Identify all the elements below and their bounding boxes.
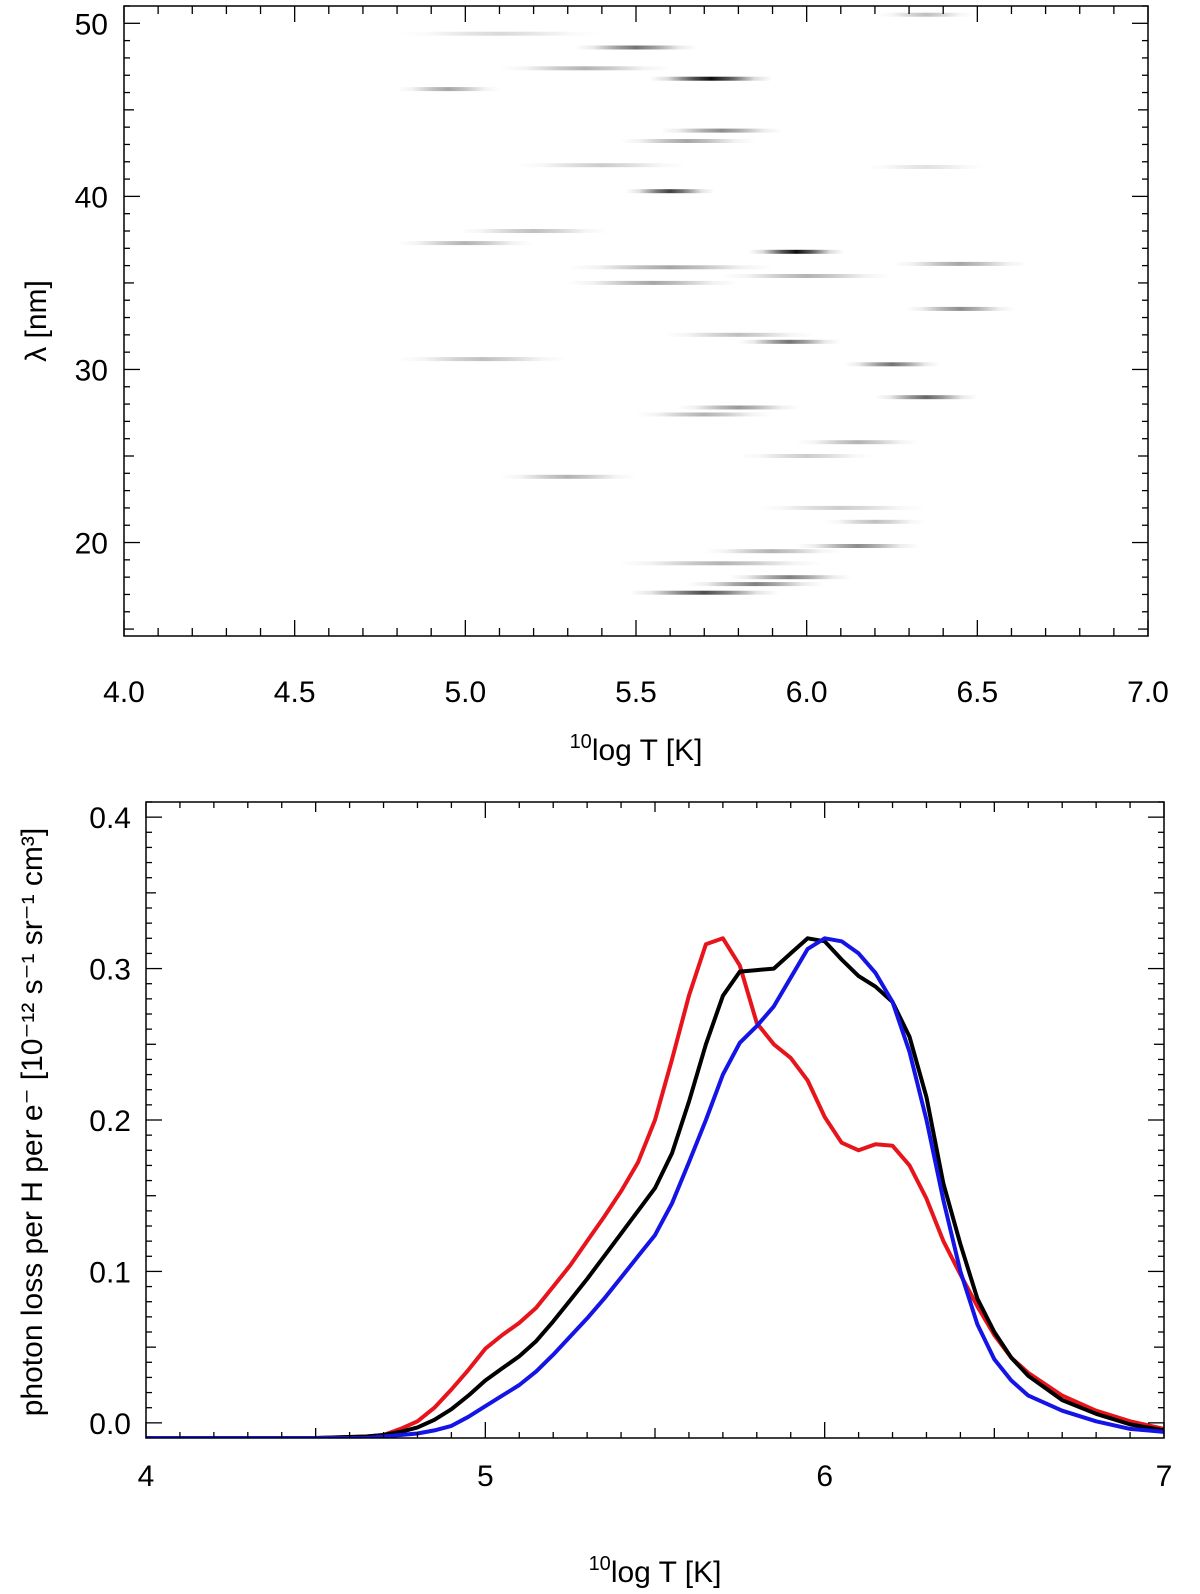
line-chart-x-tick-labels: 4 5 6 7 <box>138 1460 1173 1493</box>
emission-line <box>738 339 841 344</box>
emission-line <box>397 241 534 246</box>
heatmap-ticks <box>123 5 1149 636</box>
emission-line <box>738 454 875 458</box>
emission-line <box>874 395 978 400</box>
emission-line <box>397 357 568 362</box>
heatmap-y-axis-label: λ [nm] <box>20 280 53 362</box>
line-chart-y-tick-label: 0.2 <box>89 1105 131 1138</box>
line-chart-panel: 4 5 6 7 0.0 0.1 0.2 0.3 0.4 10log T [K] photon … <box>16 801 1173 1589</box>
line-chart-x-tick-label: 7 <box>1156 1460 1173 1493</box>
line-chart-y-tick-label: 0.1 <box>89 1256 131 1289</box>
line-chart-y-tick-label: 0.0 <box>89 1408 131 1441</box>
emission-line <box>567 265 773 270</box>
emission-line <box>823 519 927 524</box>
emission-line <box>687 582 824 587</box>
emission-line <box>905 306 1015 311</box>
heatmap-y-tick-label: 30 <box>75 354 108 387</box>
emission-line <box>659 128 783 133</box>
emission-line <box>728 575 852 580</box>
emission-line <box>677 405 800 410</box>
emission-line <box>629 590 780 595</box>
emission-line <box>574 45 698 50</box>
heatmap-x-tick-label: 5.0 <box>444 676 486 709</box>
line-series-group <box>146 936 1164 1438</box>
heatmap-plot-area <box>397 12 1029 595</box>
heatmap-y-tick-label: 20 <box>75 528 108 561</box>
heatmap-x-axis-label: 10log T [K] <box>570 731 703 767</box>
emission-line <box>618 561 824 566</box>
heatmap-y-tick-label: 40 <box>75 181 108 214</box>
series-line-red <box>146 936 1164 1438</box>
emission-line <box>704 549 841 554</box>
heatmap-x-axis-label-text: log T [K] <box>592 734 703 767</box>
heatmap-x-tick-label: 4.5 <box>274 676 316 709</box>
line-chart-y-tick-label: 0.4 <box>89 802 131 835</box>
emission-line <box>567 280 739 285</box>
emission-line <box>636 412 773 417</box>
heatmap-x-tick-label: 6.0 <box>786 676 828 709</box>
emission-line <box>796 544 920 548</box>
emission-line <box>397 31 602 36</box>
line-chart-x-axis-label-superscript: 10 <box>589 1553 611 1575</box>
line-chart-x-axis-label: 10log T [K] <box>589 1553 722 1589</box>
heatmap-y-tick-labels: 20 30 40 50 <box>75 8 108 560</box>
emission-line <box>625 189 715 194</box>
heatmap-x-tick-label: 7.0 <box>1127 676 1169 709</box>
emission-line <box>397 87 500 92</box>
emission-line <box>878 12 974 17</box>
emission-line <box>618 139 756 143</box>
emission-line <box>516 163 688 168</box>
series-line-blue <box>146 936 1164 1438</box>
heatmap-y-tick-label: 50 <box>75 8 108 41</box>
emission-line <box>649 76 773 81</box>
line-chart-x-tick-label: 4 <box>138 1460 155 1493</box>
line-chart-y-tick-label: 0.3 <box>89 954 131 987</box>
heatmap-x-tick-label: 6.5 <box>956 676 998 709</box>
heatmap-x-tick-label: 5.5 <box>615 676 657 709</box>
line-chart-ticks <box>145 801 1165 1438</box>
emission-line <box>844 362 940 367</box>
line-chart-x-tick-label: 6 <box>816 1460 833 1493</box>
line-chart-y-axis-label: photon loss per H per e⁻ [10⁻¹² s⁻¹ sr⁻¹… <box>16 828 49 1417</box>
emission-line <box>721 274 892 278</box>
emission-line <box>458 229 609 233</box>
line-chart-y-tick-labels: 0.0 0.1 0.2 0.3 0.4 <box>89 802 131 1441</box>
heatmap-x-axis-label-superscript: 10 <box>570 731 592 753</box>
heatmap-axes-frame <box>123 5 1149 637</box>
series-line-black <box>146 936 1164 1438</box>
emission-line <box>748 249 845 254</box>
line-chart-x-axis-label-text: log T [K] <box>611 1556 722 1589</box>
heatmap-x-tick-labels: 4.0 4.5 5.0 5.5 6.0 6.5 7.0 <box>103 676 1169 709</box>
emission-line <box>663 332 814 337</box>
emission-line <box>796 440 920 445</box>
line-chart-x-tick-label: 5 <box>477 1460 494 1493</box>
emission-line <box>755 505 927 510</box>
heatmap-x-tick-label: 4.0 <box>103 676 145 709</box>
emission-line <box>499 66 671 71</box>
emission-line <box>892 261 1029 266</box>
heatmap-panel: 4.0 4.5 5.0 5.5 6.0 6.5 7.0 20 30 40 50 10log T [… <box>20 5 1169 767</box>
emission-line <box>499 474 636 479</box>
emission-line <box>864 165 988 169</box>
